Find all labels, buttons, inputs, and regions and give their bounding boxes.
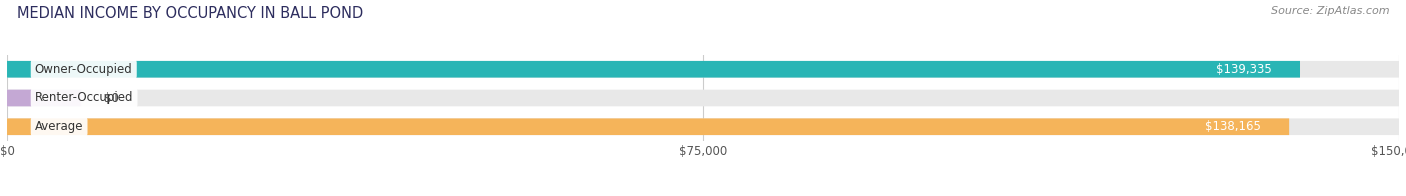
FancyBboxPatch shape bbox=[7, 61, 1301, 78]
Text: Average: Average bbox=[35, 120, 83, 133]
FancyBboxPatch shape bbox=[7, 90, 1399, 106]
Text: Owner-Occupied: Owner-Occupied bbox=[35, 63, 132, 76]
Text: Renter-Occupied: Renter-Occupied bbox=[35, 92, 134, 104]
Text: $138,165: $138,165 bbox=[1205, 120, 1261, 133]
Text: Source: ZipAtlas.com: Source: ZipAtlas.com bbox=[1271, 6, 1389, 16]
Text: MEDIAN INCOME BY OCCUPANCY IN BALL POND: MEDIAN INCOME BY OCCUPANCY IN BALL POND bbox=[17, 6, 363, 21]
FancyBboxPatch shape bbox=[7, 118, 1399, 135]
FancyBboxPatch shape bbox=[7, 61, 1399, 78]
FancyBboxPatch shape bbox=[7, 118, 1289, 135]
FancyBboxPatch shape bbox=[7, 90, 82, 106]
Text: $0: $0 bbox=[104, 92, 120, 104]
Text: $139,335: $139,335 bbox=[1216, 63, 1272, 76]
